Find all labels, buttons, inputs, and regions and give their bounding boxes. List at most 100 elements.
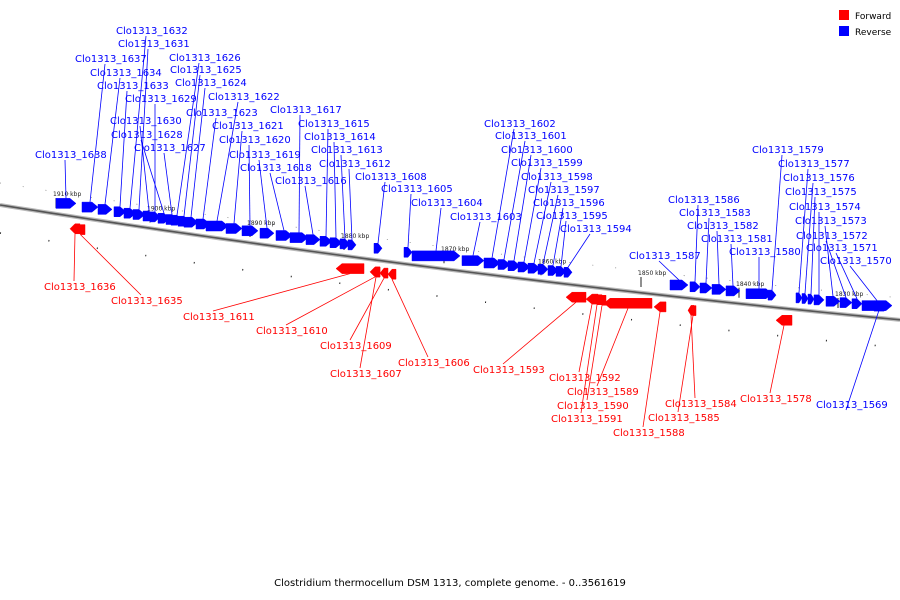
- gene-label[interactable]: Clo1313_1574: [789, 202, 861, 213]
- gene-arrow-clo1313-1581[interactable]: [725, 285, 741, 297]
- gene-label[interactable]: Clo1313_1619: [229, 150, 301, 161]
- gene-arrow-clo1313-1579[interactable]: [767, 289, 777, 301]
- gene-arrow-clo1313-1614[interactable]: [329, 237, 343, 248]
- gene-label[interactable]: Clo1313_1611: [183, 312, 255, 323]
- gene-label[interactable]: Clo1313_1626: [169, 53, 241, 64]
- gene-label[interactable]: Clo1313_1578: [740, 394, 812, 405]
- gene-arrow-clo1313-1616[interactable]: [305, 234, 321, 245]
- gene-label[interactable]: Clo1313_1603: [450, 212, 522, 223]
- gene-label[interactable]: Clo1313_1594: [560, 224, 632, 235]
- gene-label[interactable]: Clo1313_1608: [355, 172, 427, 183]
- gene-arrow-clo1313-1605[interactable]: [403, 247, 413, 258]
- gene-arrow-clo1313-1611[interactable]: [335, 263, 365, 274]
- gene-label[interactable]: Clo1313_1598: [521, 172, 593, 183]
- gene-label[interactable]: Clo1313_1593: [473, 365, 545, 376]
- gene-arrow-clo1313-1613[interactable]: [339, 238, 351, 250]
- gene-label[interactable]: Clo1313_1577: [778, 159, 850, 170]
- gene-arrow-clo1313-1620[interactable]: [241, 225, 259, 237]
- gene-arrow-clo1313-1619[interactable]: [259, 227, 275, 239]
- gene-arrow-clo1313-1631[interactable]: [132, 209, 146, 220]
- gene-label[interactable]: Clo1313_1622: [208, 92, 280, 103]
- gene-arrow-clo1313-1576[interactable]: [801, 293, 809, 304]
- gene-arrow-clo1313-1575[interactable]: [807, 293, 815, 305]
- gene-arrow-clo1313-1618[interactable]: [275, 230, 293, 241]
- gene-arrow-clo1313-1612[interactable]: [347, 239, 357, 251]
- gene-arrow-clo1313-1595[interactable]: [555, 266, 567, 277]
- gene-arrow-clo1313-1603[interactable]: [461, 255, 485, 266]
- gene-arrow-clo1313-1594[interactable]: [563, 267, 573, 278]
- gene-label[interactable]: Clo1313_1636: [44, 282, 116, 293]
- gene-label[interactable]: Clo1313_1607: [330, 369, 402, 380]
- gene-arrow-clo1313-1602[interactable]: [483, 257, 501, 269]
- gene-label[interactable]: Clo1313_1631: [118, 39, 190, 50]
- gene-label[interactable]: Clo1313_1589: [567, 387, 639, 398]
- gene-label[interactable]: Clo1313_1586: [668, 195, 740, 206]
- gene-label[interactable]: Clo1313_1624: [175, 78, 247, 89]
- gene-arrow-clo1313-1588[interactable]: [653, 301, 667, 313]
- gene-arrow-clo1313-1574[interactable]: [813, 294, 825, 306]
- gene-arrow-clo1313-1596[interactable]: [547, 265, 559, 276]
- gene-label[interactable]: Clo1313_1582: [687, 221, 759, 232]
- gene-label[interactable]: Clo1313_1595: [536, 211, 608, 222]
- gene-arrow-clo1313-1571[interactable]: [851, 298, 863, 309]
- gene-arrow-clo1313-1621[interactable]: [225, 223, 243, 234]
- gene-arrow-clo1313-1638[interactable]: [55, 198, 77, 209]
- gene-arrow-clo1313-1637[interactable]: [81, 201, 99, 213]
- gene-label[interactable]: Clo1313_1637: [75, 54, 147, 65]
- gene-label[interactable]: Clo1313_1628: [111, 130, 183, 141]
- gene-arrow-clo1313-1573[interactable]: [825, 296, 841, 307]
- gene-arrow-clo1313-1583[interactable]: [699, 282, 713, 294]
- gene-arrow-clo1313-1609[interactable]: [379, 267, 389, 279]
- gene-label[interactable]: Clo1313_1588: [613, 428, 685, 439]
- gene-label[interactable]: Clo1313_1620: [219, 135, 291, 146]
- gene-label[interactable]: Clo1313_1585: [648, 413, 720, 424]
- gene-arrow-clo1313-1578[interactable]: [775, 315, 793, 326]
- gene-label[interactable]: Clo1313_1617: [270, 105, 342, 116]
- gene-arrow-clo1313-1604[interactable]: [411, 250, 461, 262]
- gene-label[interactable]: Clo1313_1633: [97, 81, 169, 92]
- gene-label[interactable]: Clo1313_1600: [501, 145, 573, 156]
- gene-label[interactable]: Clo1313_1576: [783, 173, 855, 184]
- gene-label[interactable]: Clo1313_1606: [398, 358, 470, 369]
- gene-arrow-clo1313-1624[interactable]: [183, 216, 199, 228]
- gene-arrow-clo1313-1589[interactable]: [603, 298, 653, 309]
- gene-label[interactable]: Clo1313_1601: [495, 131, 567, 142]
- gene-label[interactable]: Clo1313_1604: [411, 198, 483, 209]
- gene-label[interactable]: Clo1313_1630: [110, 116, 182, 127]
- gene-arrow-clo1313-1598[interactable]: [527, 262, 541, 274]
- gene-arrow-clo1313-1629[interactable]: [149, 211, 161, 223]
- gene-arrow-clo1313-1599[interactable]: [517, 261, 531, 273]
- gene-label[interactable]: Clo1313_1629: [125, 94, 197, 105]
- gene-arrow-clo1313-1617[interactable]: [289, 232, 309, 243]
- gene-arrow-clo1313-1635[interactable]: [75, 224, 86, 235]
- gene-arrow-clo1313-1569[interactable]: [873, 300, 891, 312]
- gene-label[interactable]: Clo1313_1610: [256, 326, 328, 337]
- gene-label[interactable]: Clo1313_1596: [533, 198, 605, 209]
- gene-arrow-clo1313-1633[interactable]: [113, 206, 127, 217]
- gene-label[interactable]: Clo1313_1602: [484, 119, 556, 130]
- gene-label[interactable]: Clo1313_1632: [116, 26, 188, 37]
- gene-label[interactable]: Clo1313_1573: [795, 216, 867, 227]
- gene-label[interactable]: Clo1313_1571: [806, 243, 878, 254]
- gene-label[interactable]: Clo1313_1625: [170, 65, 242, 76]
- gene-label[interactable]: Clo1313_1584: [665, 399, 737, 410]
- gene-arrow-clo1313-1590[interactable]: [597, 295, 607, 306]
- gene-label[interactable]: Clo1313_1612: [319, 159, 391, 170]
- gene-label[interactable]: Clo1313_1570: [820, 256, 892, 267]
- gene-label[interactable]: Clo1313_1590: [557, 401, 629, 412]
- gene-label[interactable]: Clo1313_1599: [511, 158, 583, 169]
- gene-label[interactable]: Clo1313_1621: [212, 121, 284, 132]
- gene-arrow-clo1313-1577[interactable]: [795, 292, 803, 304]
- gene-arrow-clo1313-1634[interactable]: [97, 204, 113, 215]
- gene-label[interactable]: Clo1313_1634: [90, 68, 162, 79]
- gene-arrow-clo1313-1587[interactable]: [669, 279, 689, 291]
- gene-label[interactable]: Clo1313_1638: [35, 150, 107, 161]
- gene-arrow-clo1313-1597[interactable]: [537, 264, 549, 275]
- gene-label[interactable]: Clo1313_1623: [186, 108, 258, 119]
- gene-label[interactable]: Clo1313_1569: [816, 400, 888, 411]
- gene-arrow-clo1313-1586[interactable]: [689, 281, 701, 293]
- gene-arrow-clo1313-1622[interactable]: [205, 220, 229, 232]
- gene-arrow-clo1313-1615[interactable]: [319, 236, 333, 247]
- gene-label[interactable]: Clo1313_1609: [320, 341, 392, 352]
- gene-label[interactable]: Clo1313_1618: [240, 163, 312, 174]
